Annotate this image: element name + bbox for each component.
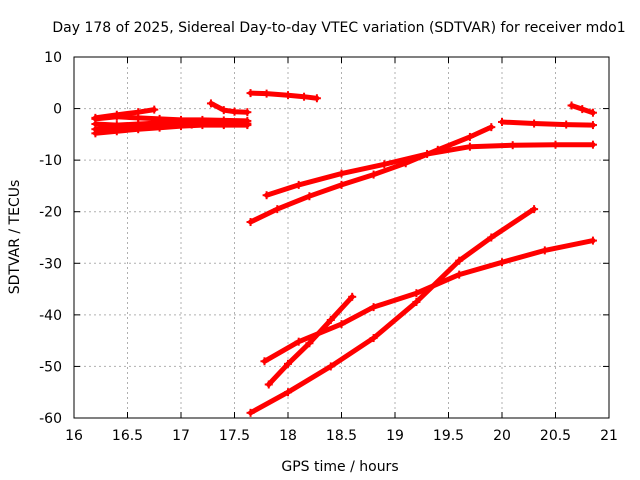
data-point [91,125,100,134]
x-tick-label: 18 [279,428,297,444]
data-point [134,108,143,117]
data-point [305,339,314,348]
data-point [337,169,346,178]
y-tick-label: -30 [39,256,62,272]
data-point [487,123,496,132]
data-point [294,180,303,189]
data-point [123,123,132,132]
x-tick-label: 20 [493,428,511,444]
data-point [300,92,309,101]
data-point [465,132,474,141]
data-point [498,117,506,126]
data-point [455,256,464,265]
data-point [230,107,239,116]
data-point [369,303,378,312]
data-point [219,120,228,129]
data-point [348,292,357,301]
data-point [369,334,378,343]
data-point [530,119,539,128]
x-axis-label: GPS time / hours [281,459,398,475]
y-tick-label: 10 [44,50,62,66]
y-tick-label: 0 [53,102,62,118]
data-point [551,140,560,149]
y-axis-label: SDTVAR / TECUs [7,180,23,295]
y-tick-label: -10 [39,153,62,169]
x-tick-label: 21 [600,428,618,444]
data-point [588,121,597,130]
data-point [465,142,474,151]
y-tick-labels: -60 -50 -40 -30 -20 -10 0 10 [39,50,62,427]
axis-ticks [73,56,610,419]
data-point [206,99,215,108]
data-point [305,192,314,201]
data-point [380,160,389,169]
x-tick-label: 19 [386,428,404,444]
data-point [578,105,587,114]
x-tick-label: 17.5 [219,428,250,444]
data-point [540,246,549,255]
x-tick-label: 18.5 [326,428,357,444]
data-point [262,89,271,98]
data-point [243,119,252,128]
data-point [294,337,303,346]
data-point [112,110,121,119]
x-tick-labels: 16 16.5 17 17.5 18 18.5 19 19.5 20 20.5 21 [65,428,618,444]
data-point [284,359,292,368]
data-point [530,205,539,214]
x-tick-label: 20.5 [540,428,571,444]
data-point [262,191,271,200]
series-line-s12 [248,206,537,416]
data-point [412,289,421,298]
series-line-s9 [264,142,596,198]
data-point [264,380,273,389]
data-point [337,180,346,189]
series-line-s14 [266,294,355,387]
grid [74,57,609,418]
series-line-s6 [208,100,250,115]
data-point [150,105,159,114]
data-point [326,316,335,325]
data-point [284,91,292,100]
y-tick-label: -20 [39,205,62,221]
y-tick-label: -40 [39,308,62,324]
data-point [337,320,346,329]
data-point [155,121,164,130]
data-point [326,362,335,371]
data-point [567,101,576,110]
data-point [246,89,255,98]
data-point [412,297,421,306]
x-tick-label: 19.5 [433,428,464,444]
data-point [455,270,464,279]
series-line-s13 [262,238,596,364]
data-point [243,108,252,117]
data-point [273,205,282,214]
x-tick-label: 16 [65,428,83,444]
data-point [487,233,496,242]
series-group [91,89,597,417]
data-point [91,113,100,122]
series-line-s10 [499,119,596,128]
data-point [369,170,378,179]
x-tick-label: 16.5 [112,428,143,444]
data-point [312,94,321,103]
data-point [423,149,432,158]
data-point [246,218,255,227]
data-point [588,108,597,117]
x-tick-label: 17 [172,428,190,444]
data-point [260,357,269,366]
y-tick-label: -50 [39,359,62,375]
chart-title: Day 178 of 2025, Sidereal Day-to-day VTE… [52,20,625,36]
data-point [588,140,597,149]
y-tick-label: -60 [39,411,62,427]
data-point [187,120,196,129]
data-point [588,236,597,245]
data-point [284,388,292,397]
data-point [498,258,506,267]
data-point [219,106,228,115]
data-point [508,141,517,150]
series-line-s4 [92,107,157,121]
data-point [246,408,255,417]
data-point [562,120,571,129]
